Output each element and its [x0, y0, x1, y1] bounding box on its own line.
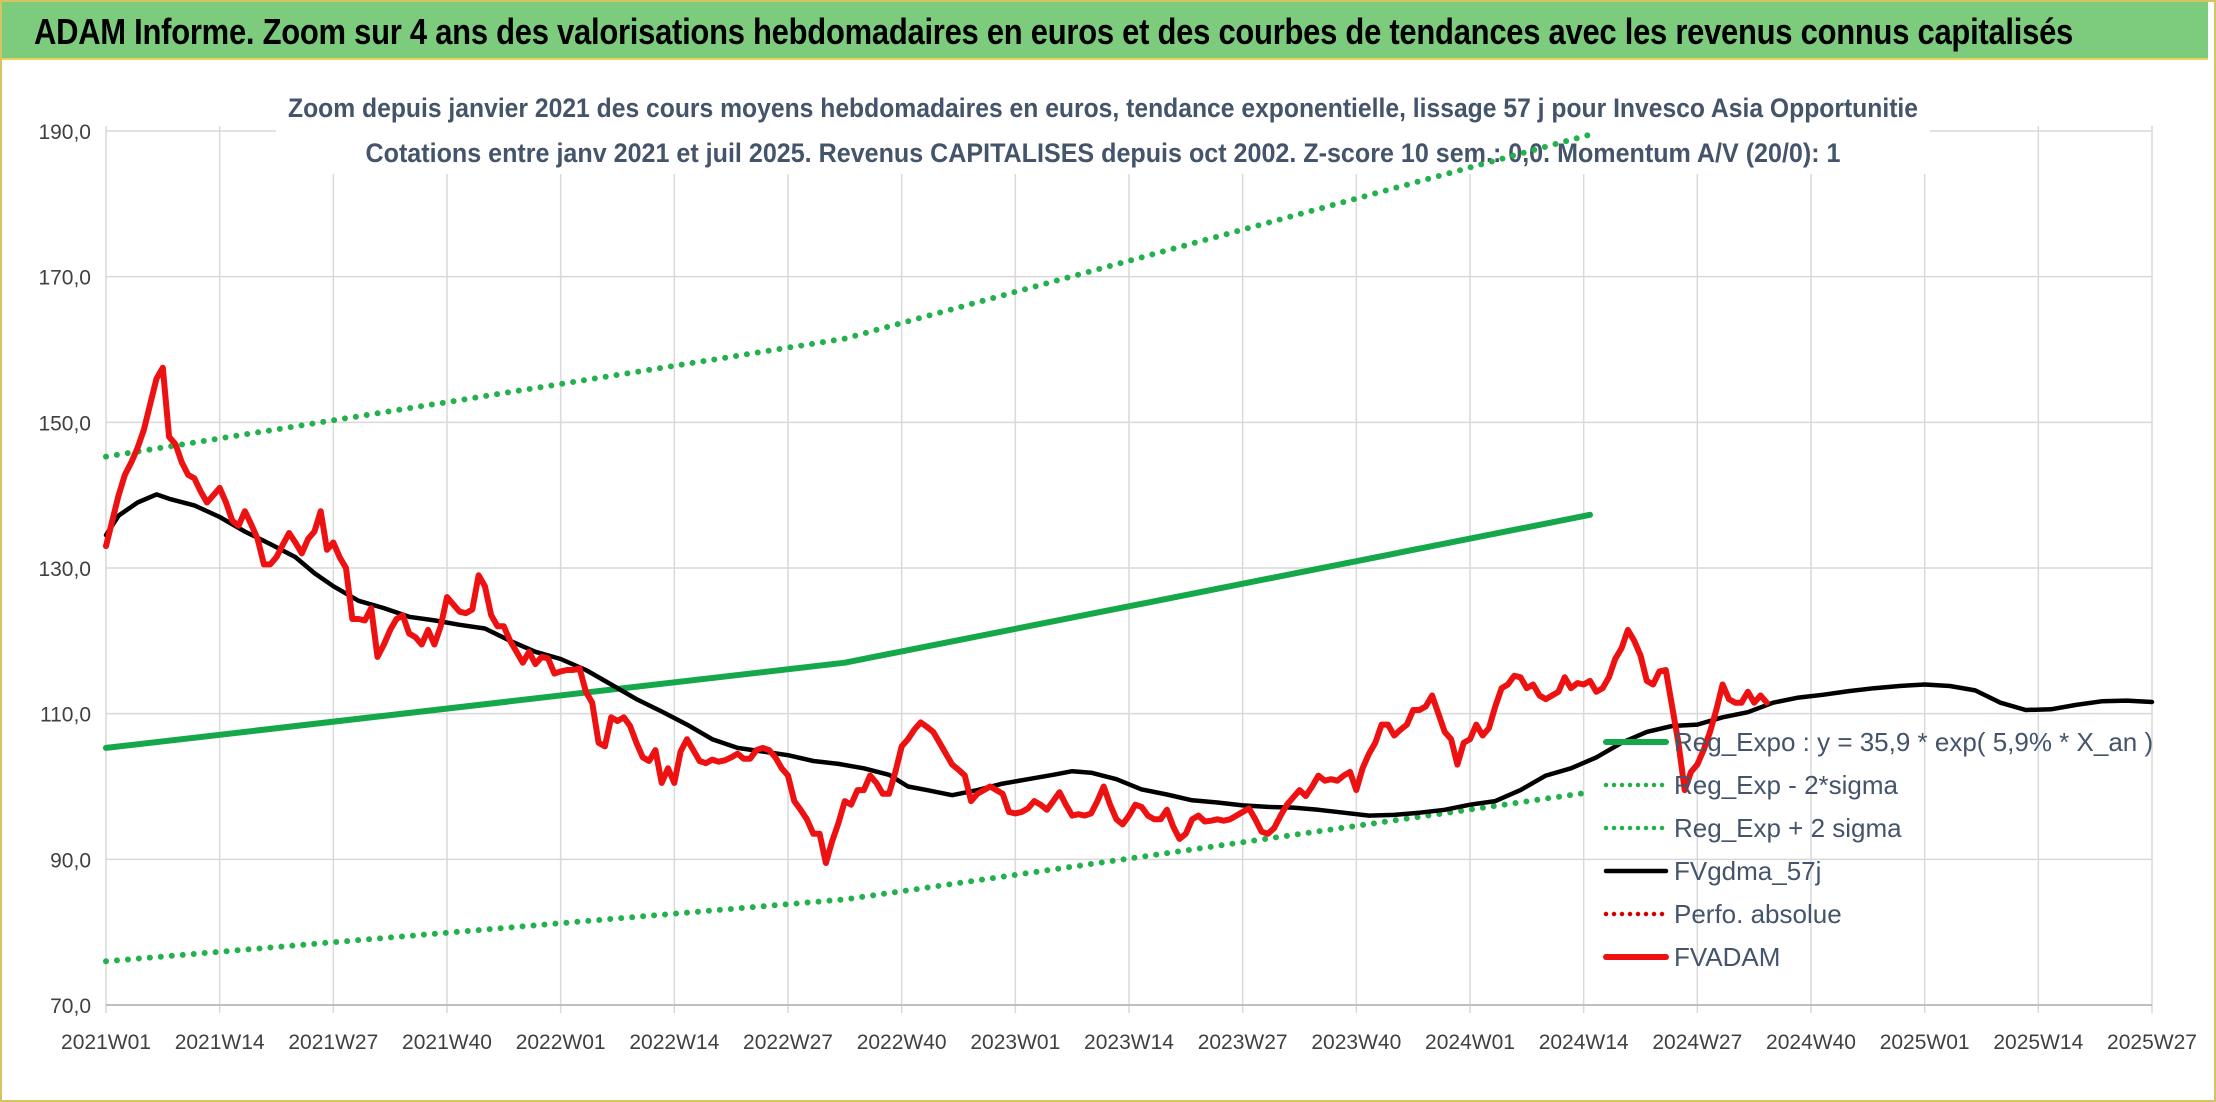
- x-tick-label: 2021W14: [175, 1031, 265, 1054]
- x-tick-label: 2021W01: [61, 1031, 151, 1054]
- legend-label: FVgdma_57j: [1674, 856, 1821, 886]
- series-line-fvgdma-57j: [103, 492, 2155, 818]
- x-tick-label: 2023W27: [1198, 1031, 1288, 1054]
- x-tick-label: 2023W01: [970, 1031, 1060, 1054]
- x-tick-label: 2024W01: [1425, 1031, 1515, 1054]
- x-tick-label: 2022W27: [743, 1031, 833, 1054]
- series-line-fvadam: [103, 364, 1770, 866]
- x-tick-label: 2024W40: [1766, 1031, 1856, 1054]
- legend: Reg_Expo : y = 35,9 * exp( 5,9% * X_an )…: [1603, 727, 2153, 972]
- x-tick-label: 2023W40: [1311, 1031, 1401, 1054]
- y-tick-label: 110,0: [40, 704, 91, 727]
- x-tick-label: 2025W01: [1880, 1031, 1970, 1054]
- legend-label: Reg_Exp + 2 sigma: [1674, 813, 1902, 843]
- x-axis: 2021W01 2021W14 2021W27 2021W40 2022W01 2022W…: [61, 1004, 2197, 1054]
- y-tick-label: 130,0: [38, 558, 91, 581]
- x-tick-label: 2024W27: [1652, 1031, 1742, 1054]
- x-tick-label: 2024W14: [1539, 1031, 1629, 1054]
- x-tick-label: 2022W14: [629, 1031, 719, 1054]
- legend-label: FVADAM: [1674, 942, 1780, 972]
- report-title: ADAM Informe. Zoom sur 4 ans des valoris…: [34, 11, 2074, 52]
- x-tick-label: 2022W01: [516, 1031, 606, 1054]
- legend-label: Perfo. absolue: [1674, 899, 1842, 929]
- series-line-reg-exp-2-sigma: [103, 789, 1593, 965]
- chart-title-line-1: Zoom depuis janvier 2021 des cours moyen…: [288, 93, 1918, 123]
- chart-title-block: Zoom depuis janvier 2021 des cours moyen…: [276, 84, 1930, 174]
- series-layer: [103, 131, 2155, 965]
- chart-title-line-2: Cotations entre janv 2021 et juil 2025. …: [366, 138, 1841, 168]
- y-tick-label: 150,0: [38, 412, 91, 435]
- series-line-reg-expo-y-35-9-exp-5-9-x-an: [103, 511, 1593, 751]
- y-tick-label: 170,0: [38, 267, 91, 290]
- y-tick-label: 190,0: [38, 121, 91, 144]
- x-tick-label: 2025W14: [1993, 1031, 2083, 1054]
- legend-label: Reg_Exp - 2*sigma: [1674, 770, 1899, 800]
- legend-label: Reg_Expo : y = 35,9 * exp( 5,9% * X_an ): [1674, 727, 2153, 757]
- series-line-reg-exp-2-sigma: [103, 131, 1593, 460]
- chart-title-background: [276, 84, 1930, 174]
- y-axis: 70,0 90,0 110,0 130,0 150,0 170,0 190,0: [38, 121, 91, 1018]
- report-banner: ADAM Informe. Zoom sur 4 ans des valoris…: [2, 2, 2208, 60]
- y-tick-label: 70,0: [50, 995, 91, 1018]
- x-tick-label: 2023W14: [1084, 1031, 1174, 1054]
- x-tick-label: 2021W40: [402, 1031, 492, 1054]
- x-tick-label: 2021W27: [288, 1031, 378, 1054]
- y-tick-label: 90,0: [50, 849, 91, 872]
- x-tick-label: 2025W27: [2107, 1031, 2197, 1054]
- x-tick-label: 2022W40: [857, 1031, 947, 1054]
